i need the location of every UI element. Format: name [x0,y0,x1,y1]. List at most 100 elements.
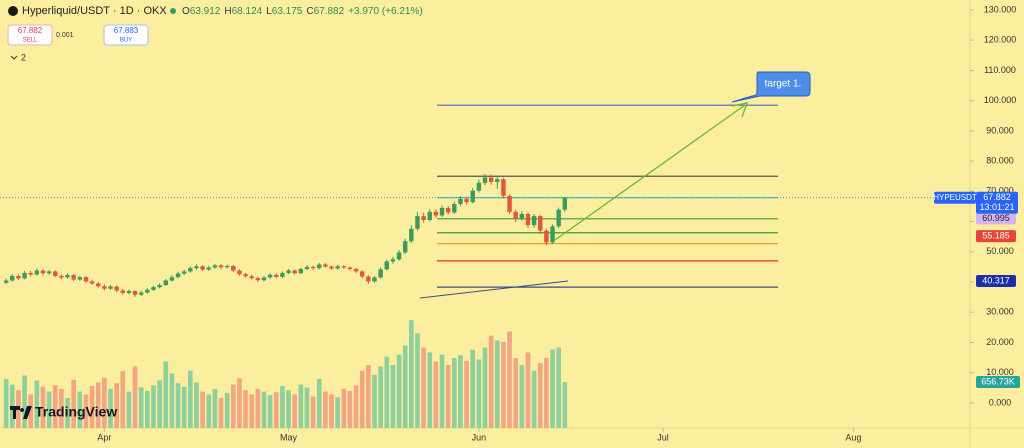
sell-button[interactable] [7,24,53,46]
volume-bar [237,378,242,428]
candle-body [138,292,144,295]
candle-body [194,266,199,269]
y-tick-label: 80.000 [986,155,1014,165]
volume-bar [316,379,322,428]
volume-bar [3,379,9,428]
candle-body [298,269,304,274]
volume-bar [71,379,77,428]
arrow-head [731,102,748,118]
symbol-label: HYPEUSDT [933,193,977,202]
volume-bar [28,394,34,428]
brand: TradingView [35,404,117,420]
volume-bar [187,370,193,428]
y-tick-label: 0.000 [989,397,1012,407]
candle-body [378,269,383,278]
candle-body [470,190,475,203]
volume-bar [108,388,113,428]
candle-body [329,266,334,269]
volume-bar [126,391,132,428]
volume-bar [65,397,70,428]
candle-body [249,276,254,279]
volume-bar [261,391,267,428]
volume-bar [366,365,371,428]
volume-bar [200,391,205,428]
candle-body [390,259,396,262]
y-tick-label: 100.000 [984,95,1017,105]
volume-bar [163,361,169,428]
brand-logo [10,406,32,419]
candle-body [335,266,340,269]
volume-bar [114,383,119,428]
candle-body [114,286,119,291]
volume-bar [488,335,494,428]
sell-price: 67.882 [18,26,43,35]
volume-bar [132,366,138,428]
volume-bar [396,354,402,428]
volume-bar [347,390,353,428]
indicators-count: 2 [21,52,26,62]
candle-body [34,270,40,275]
volume-bar [544,358,549,428]
volume-bar [52,385,58,428]
candle-body [46,271,52,274]
y-tick-label: 50.000 [986,246,1014,256]
y-tick-label: 10.000 [986,367,1014,377]
volume-bar [476,359,482,428]
candle-body [317,264,322,269]
volume-bar [212,388,218,428]
candle-body [402,241,408,253]
x-tick-label: Aug [845,432,861,442]
candle-body [83,277,89,282]
candle-body [120,290,125,293]
volume-bar [550,349,555,428]
candle-body [507,195,512,212]
volume-bar [181,386,187,428]
volume-bar [206,394,212,428]
volume-bar [501,341,506,428]
candle-body [556,209,561,227]
collapse-icon[interactable] [10,55,18,60]
candle-body [16,275,21,279]
volume-bar [556,347,562,428]
candle-body [108,286,113,289]
candle-body [458,198,463,205]
candle-body [525,214,531,226]
buy-button[interactable] [103,24,149,46]
candle-body [126,291,132,293]
volume-bar [507,331,512,428]
symbol-icon [8,6,18,16]
volume-bar [464,360,469,428]
volume-bar [89,386,95,428]
candle-body [224,265,230,268]
trend-line [419,280,569,299]
volume-badge [976,376,1020,389]
volume-bar [482,347,488,428]
volume-bar [243,390,248,428]
volume-bar [359,370,365,428]
candle-body [562,197,568,210]
x-tick-label: Jun [472,432,487,442]
symbol-badge [934,191,976,204]
volume-bar [451,358,457,428]
volume-bar [531,370,537,428]
candle-body [482,177,488,183]
volume-bar [292,394,298,428]
candle-body [538,216,543,231]
candle-body [65,275,70,278]
price-badge [976,230,1016,243]
y-tick-label: 90.000 [986,125,1014,135]
candle-body [445,207,451,213]
candle-body [77,277,83,280]
candle-body [261,277,267,281]
volume-bar [77,391,83,428]
volume-bar [286,390,291,428]
volume-bar [157,380,162,428]
y-tick-label: 30.000 [986,307,1014,317]
candle-body [366,276,371,282]
candle-body [206,267,211,270]
ohlc-legend: O63.912 H68.124 L63.175 C67.882 +3.970 (+6.2… [182,6,423,17]
ohlc-value: 67.882 [314,6,345,17]
volume-bar [439,354,445,428]
candle-body [464,198,469,203]
candle-body [427,211,432,221]
